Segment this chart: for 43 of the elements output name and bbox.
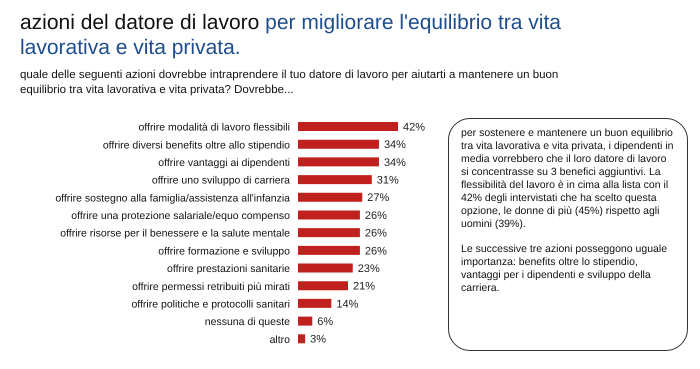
bar bbox=[298, 334, 306, 344]
y-tick-label: nessuna di queste bbox=[204, 316, 290, 328]
bar bbox=[298, 298, 332, 308]
bar bbox=[298, 264, 353, 273]
bar bbox=[298, 157, 379, 166]
y-tick-label: offrire prestazioni sanitarie bbox=[167, 263, 290, 276]
data-label: 26% bbox=[364, 245, 388, 258]
data-label: 3% bbox=[310, 334, 326, 346]
y-tick-label: offrire una protezione salariale/equo compenso bbox=[71, 210, 290, 222]
y-tick-label: altro bbox=[270, 334, 290, 346]
data-label: 21% bbox=[353, 280, 376, 293]
y-tick-label: offrire modalità di lavoro flessibili bbox=[138, 122, 290, 134]
y-tick-label: offrire diversi benefits oltre allo stipendio bbox=[102, 139, 290, 152]
data-label: 31% bbox=[376, 174, 400, 186]
data-label: 26% bbox=[364, 228, 388, 240]
data-label: 42% bbox=[403, 121, 426, 134]
y-tick-label: offrire politiche e protocolli sanitari bbox=[131, 298, 290, 310]
y-tick-label: offrire vantaggi ai dipendenti bbox=[158, 156, 290, 169]
data-label: 34% bbox=[384, 139, 406, 152]
bar bbox=[298, 192, 362, 202]
bar bbox=[298, 316, 312, 326]
data-label: 14% bbox=[336, 298, 359, 310]
data-label: 23% bbox=[358, 262, 380, 275]
bar bbox=[298, 246, 360, 255]
bar bbox=[298, 122, 398, 131]
y-tick-label: offrire risorse per il benessere e la salute mentale bbox=[60, 228, 290, 240]
chart-subtitle: quale delle seguenti azioni dovrebbe intraprendere il tuo datore di lavoro per aiutarti a mantenere un buon equilibrio tra vita lavorativa e vita privata? Dovrebbe... bbox=[20, 68, 560, 98]
bar bbox=[298, 210, 360, 220]
y-tick-label: offrire sostegno alla famiglia/assistenza all'infanzia bbox=[55, 192, 290, 204]
data-label: 34% bbox=[384, 156, 406, 169]
y-tick-label: offrire uno sviluppo di carriera bbox=[152, 174, 290, 187]
data-label: 26% bbox=[364, 210, 388, 222]
data-label: 27% bbox=[367, 192, 390, 204]
data-label: 6% bbox=[317, 316, 334, 328]
text: per sostenere e mantenere un buon equilibrio tra vita lavorativa e vita privata, i dipendenti in media vorrebbero che il loro datore di lavoro si concentrasse su 3 benefici aggiuntivi. La flessibilità del lavoro è in cima alla lista con il 42% degli intervistati che ha scelto questa opzione, le donne di più (45%) rispetto agli uomini (39%). bbox=[461, 127, 674, 231]
bar bbox=[298, 140, 379, 149]
bar bbox=[298, 281, 348, 290]
text: Le successive tre azioni posseggono uguale importanza: benefits oltre lo stipendio, vantaggi per i dipendenti e sviluppo della carriera. bbox=[461, 243, 668, 295]
bar bbox=[298, 228, 360, 238]
y-tick-label: offrire formazione e sviluppo bbox=[158, 245, 290, 258]
y-tick-label: offrire permessi retribuiti più mirati bbox=[132, 280, 290, 293]
bar bbox=[298, 175, 372, 184]
chart-title: azioni del datore di lavoro per migliorare l'equilibrio tra vita lavorativa e vita privata. bbox=[20, 10, 562, 60]
